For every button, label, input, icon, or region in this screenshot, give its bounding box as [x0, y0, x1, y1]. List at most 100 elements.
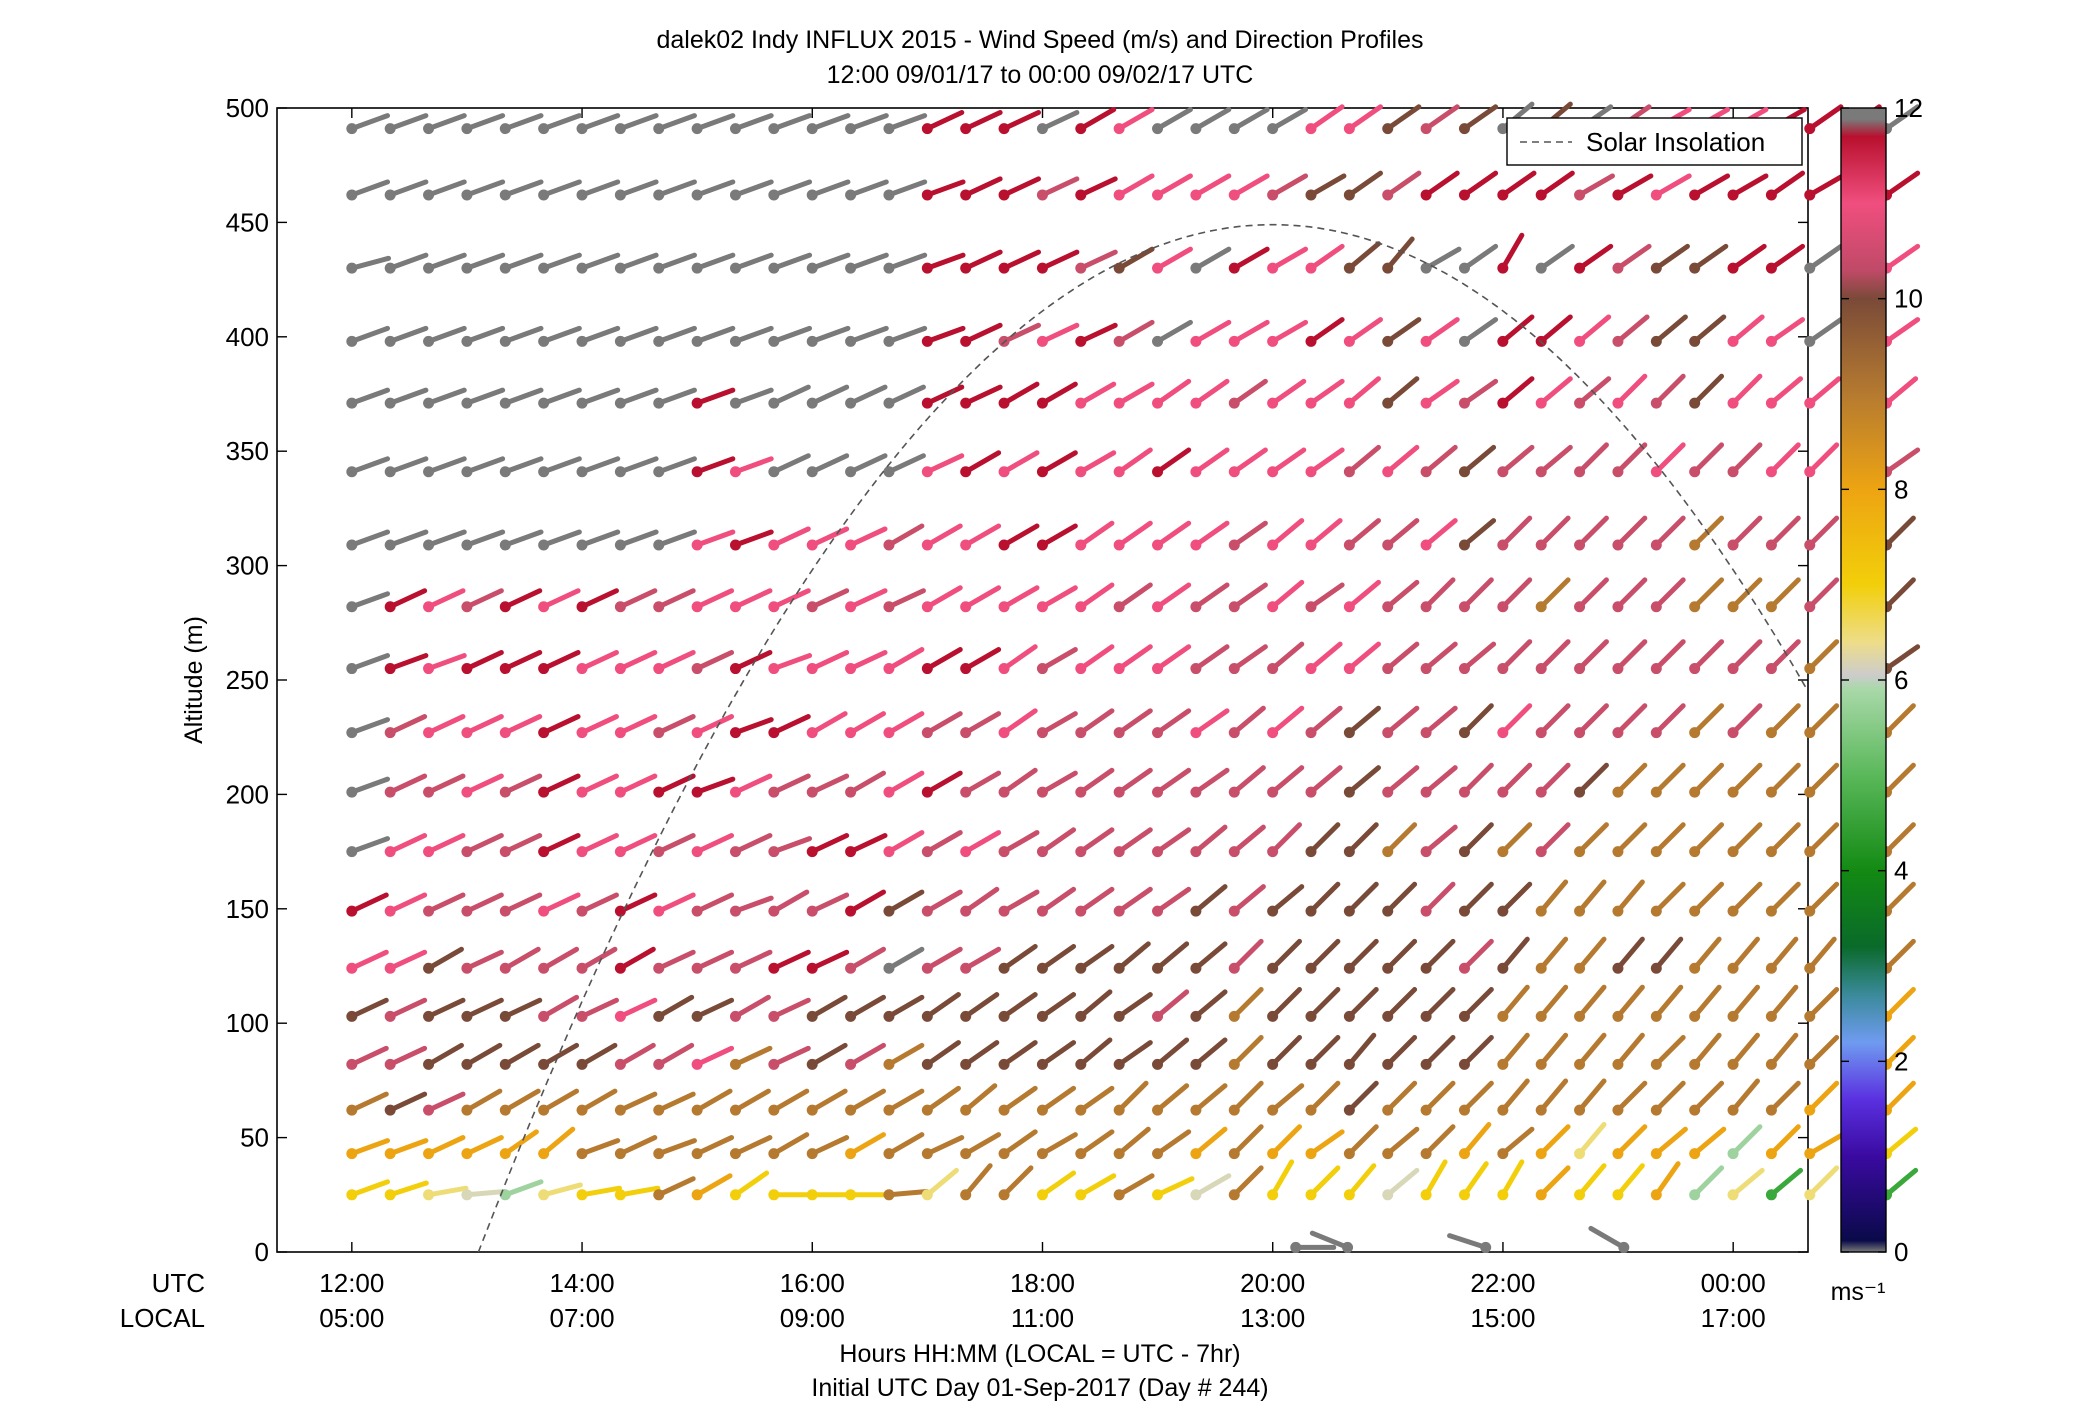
- wind-barb-dot: [423, 905, 435, 917]
- wind-barb: [809, 179, 851, 198]
- wind-barb-dot: [729, 466, 741, 478]
- wind-barb: [1155, 1083, 1190, 1113]
- wind-barb-dot: [1382, 786, 1394, 798]
- wind-barb-dot: [614, 1010, 626, 1022]
- wind-barb: [1653, 1161, 1681, 1198]
- wind-barb-dot: [998, 1148, 1010, 1160]
- wind-barb-dot: [998, 786, 1010, 798]
- wind-barb-dot: [1343, 786, 1355, 798]
- wind-barb-dot: [538, 846, 550, 858]
- wind-barb: [1078, 249, 1118, 271]
- wind-barb-dot: [1036, 1104, 1048, 1116]
- wind-barb: [771, 384, 811, 406]
- wind-barb-dot: [384, 1104, 396, 1116]
- wind-barb: [1231, 378, 1268, 406]
- wind-barb-dot: [461, 466, 473, 478]
- wind-barb-dot: [921, 1010, 933, 1022]
- wind-barb: [1193, 708, 1230, 736]
- wind-barb: [1039, 1170, 1077, 1198]
- wind-barb-dot: [1343, 466, 1355, 478]
- wind-barb: [387, 325, 429, 344]
- wind-barb-dot: [960, 1058, 972, 1070]
- wind-barb-dot: [1727, 262, 1739, 274]
- wind-barb: [1193, 767, 1230, 795]
- wind-barb-dot: [1267, 727, 1279, 739]
- x-tick-label-local: 09:00: [780, 1303, 845, 1333]
- wind-barb-dot: [423, 727, 435, 739]
- wind-barb-dot: [1382, 601, 1394, 613]
- wind-barb-dot: [1612, 1148, 1624, 1160]
- wind-barb-dot: [1267, 962, 1279, 974]
- wind-barb-dot: [1152, 539, 1164, 551]
- wind-barb-dot: [1228, 539, 1240, 551]
- wind-barb: [1423, 938, 1456, 971]
- wind-barb: [694, 997, 735, 1019]
- wind-barb: [1768, 442, 1801, 475]
- wind-barb: [886, 889, 925, 914]
- wind-barb: [771, 773, 811, 795]
- wind-barb: [1385, 1080, 1418, 1113]
- wind-barb-dot: [653, 727, 665, 739]
- wind-barb-dot: [1804, 846, 1816, 858]
- wind-barb-dot: [461, 397, 473, 409]
- wind-barb: [1078, 176, 1118, 198]
- wind-barb-dot: [538, 335, 550, 347]
- wind-barb-dot: [576, 786, 588, 798]
- wind-barb: [464, 650, 504, 672]
- wind-barb-dot: [1113, 335, 1125, 347]
- wind-barb: [464, 714, 504, 736]
- wind-barb-dot: [653, 1189, 665, 1201]
- wind-barb-dot: [1612, 397, 1624, 409]
- wind-barb-dot: [1574, 1104, 1586, 1116]
- wind-barb-dot: [1343, 262, 1355, 274]
- wind-barb-dot: [346, 962, 358, 974]
- wind-barb: [963, 992, 1000, 1019]
- wind-barb-dot: [538, 123, 550, 135]
- wind-barb-dot: [806, 189, 818, 201]
- wind-barb: [617, 714, 658, 736]
- wind-barb: [1155, 827, 1192, 855]
- wind-barb: [732, 113, 774, 132]
- wind-barb: [1231, 1035, 1264, 1067]
- wind-barb-dot: [1574, 601, 1586, 613]
- wind-barb-dot: [1612, 189, 1624, 201]
- wind-barb: [541, 1088, 580, 1113]
- wind-barb: [1692, 515, 1725, 548]
- wind-barb: [349, 836, 391, 855]
- wind-barb-dot: [1420, 262, 1432, 274]
- wind-barb-dot: [1535, 962, 1547, 974]
- wind-barb: [924, 830, 963, 855]
- wind-barb: [579, 714, 619, 736]
- wind-barb: [1270, 765, 1305, 795]
- wind-barb: [1807, 936, 1837, 971]
- wind-barb: [1078, 582, 1115, 610]
- wind-barb: [1615, 822, 1648, 855]
- wind-barb-dot: [1497, 962, 1509, 974]
- wind-barb: [1500, 1159, 1525, 1198]
- wind-barb: [1039, 523, 1078, 548]
- wind-barb-dot: [1804, 601, 1816, 613]
- wind-barb: [771, 179, 813, 198]
- wind-barb-dot: [768, 962, 780, 974]
- wind-barb: [886, 1088, 925, 1113]
- wind-barb: [1461, 1080, 1494, 1113]
- wind-barb-dot: [1343, 601, 1355, 613]
- wind-barb: [694, 387, 736, 406]
- wind-barb-dot: [1765, 1189, 1777, 1201]
- wind-barb-dot: [1458, 962, 1470, 974]
- wind-barb: [1653, 442, 1686, 475]
- wind-barb-dot: [1804, 1189, 1816, 1201]
- wind-barb-dot: [921, 727, 933, 739]
- wind-barb-dot: [346, 1148, 358, 1160]
- wind-barb: [1193, 1037, 1228, 1067]
- wind-barb: [1039, 886, 1077, 914]
- wind-barb: [1500, 762, 1533, 795]
- wind-barb: [924, 946, 963, 971]
- wind-barb-dot: [883, 962, 895, 974]
- wind-barb: [1768, 376, 1804, 406]
- y-tick-label: 150: [226, 894, 269, 924]
- wind-barb-dot: [1075, 1189, 1087, 1201]
- x-axis-sublabel: Initial UTC Day 01-Sep-2017 (Day # 244): [811, 1374, 1268, 1402]
- wind-barb-dot: [538, 466, 550, 478]
- wind-barb: [464, 456, 506, 475]
